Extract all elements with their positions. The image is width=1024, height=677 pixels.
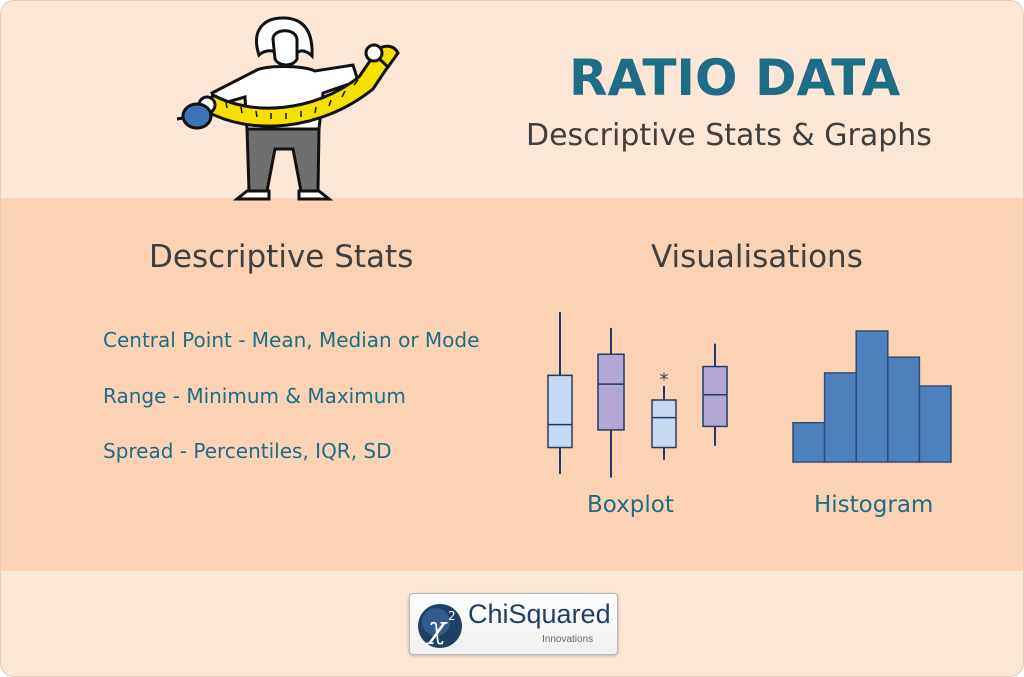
descriptive-stats-heading: Descriptive Stats [149, 239, 414, 275]
visualisations-heading: Visualisations [651, 239, 863, 275]
chi-squared-icon: χ 2 [418, 604, 462, 648]
histogram-label: Histogram [814, 492, 934, 518]
svg-text:χ: χ [426, 611, 448, 646]
tape-case [181, 102, 213, 130]
histogram-bar [918, 385, 952, 463]
svg-text:2: 2 [448, 609, 456, 623]
person-hand-right [364, 43, 384, 63]
histogram-bar [855, 330, 889, 463]
person-measuring-illustration [176, 16, 400, 201]
page-subtitle: Descriptive Stats & Graphs [526, 118, 932, 153]
chisquared-logo: χ 2 ChiSquared Innovations [409, 593, 618, 655]
page-title: RATIO DATA [569, 49, 901, 107]
logo-text: ChiSquared [468, 599, 611, 629]
stat-item-range: Range - Minimum & Maximum [103, 384, 406, 408]
histogram-bar [792, 421, 826, 463]
stat-item-central-point: Central Point - Mean, Median or Mode [103, 328, 480, 352]
boxplot-box [547, 374, 573, 449]
person-shoe-right [297, 189, 334, 201]
boxplot-outlier: * [660, 370, 669, 391]
boxplot-box [651, 399, 677, 449]
histogram-bar [823, 372, 857, 463]
tape-ticks [225, 79, 359, 119]
boxplot-box [597, 353, 625, 431]
logo-subtext: Innovations [542, 634, 594, 645]
person-shoe-left [232, 189, 271, 201]
boxplot-box [702, 365, 728, 428]
boxplot-label: Boxplot [587, 492, 674, 518]
person-face [271, 29, 299, 67]
stat-item-spread: Spread - Percentiles, IQR, SD [103, 439, 392, 463]
histogram-bar [887, 356, 921, 463]
